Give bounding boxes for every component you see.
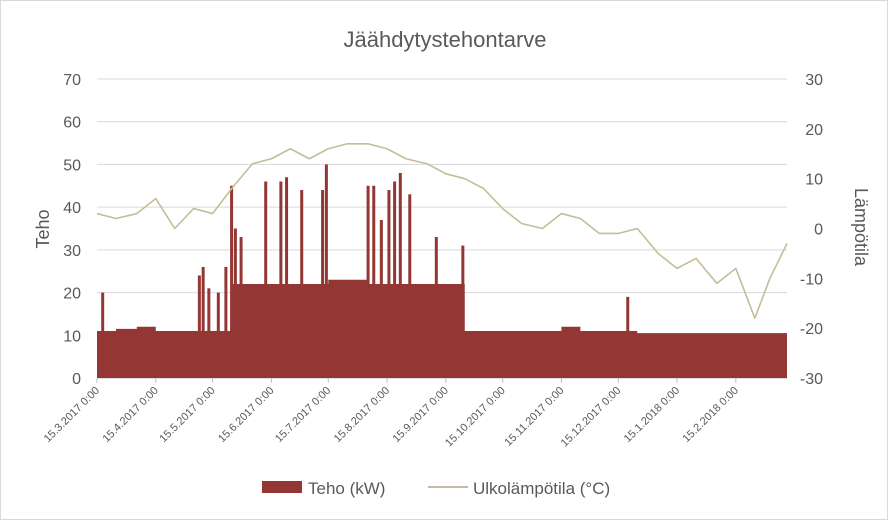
y-tick-label: 0 xyxy=(72,371,81,388)
y2-tick-label: -10 xyxy=(800,271,823,288)
teho-spike xyxy=(224,266,228,378)
teho-spike xyxy=(408,194,412,378)
teho-spike xyxy=(398,172,402,378)
y-tick-label: 60 xyxy=(63,115,81,132)
x-tick-label: 15.10.2017 0:00 xyxy=(443,385,508,450)
teho-spike xyxy=(197,275,201,378)
x-tick-label: 15.2.2018 0:00 xyxy=(681,385,741,445)
temperature-line xyxy=(96,142,788,320)
teho-area xyxy=(97,279,787,378)
temperature-series-line xyxy=(96,142,788,320)
teho-spike xyxy=(101,292,105,378)
legend-swatch-teho xyxy=(262,481,302,493)
y2-tick-label: -30 xyxy=(800,371,823,388)
teho-spike xyxy=(230,185,234,378)
y2-tick-label: 0 xyxy=(814,222,823,239)
teho-bars xyxy=(97,164,787,378)
x-tick-label: 15.5.2017 0:00 xyxy=(157,385,217,445)
y-tick-label: 30 xyxy=(63,243,81,260)
right-axis-title: Lämpötila xyxy=(851,188,871,267)
x-tick-label: 15.3.2017 0:00 xyxy=(42,385,102,445)
chart-title: Jäähdytystehontarve xyxy=(343,27,546,52)
y2-tick-label: 20 xyxy=(805,122,823,139)
legend: Teho (kW) Ulkolämpötila (°C) xyxy=(262,479,610,498)
teho-spike xyxy=(207,288,211,378)
y-tick-label: 10 xyxy=(63,328,81,345)
teho-spike xyxy=(201,266,205,378)
teho-spike xyxy=(372,185,376,378)
teho-spike xyxy=(239,237,243,378)
legend-label-teho: Teho (kW) xyxy=(308,479,385,498)
right-axis-ticks: -30 -20 -10 0 10 20 30 xyxy=(800,72,823,388)
teho-spike xyxy=(461,245,465,378)
teho-spike xyxy=(434,237,438,378)
teho-spike xyxy=(321,190,325,378)
x-tick-label: 15.1.2018 0:00 xyxy=(622,385,682,445)
teho-spike xyxy=(216,292,220,378)
teho-spike xyxy=(285,177,289,378)
y-tick-label: 70 xyxy=(63,72,81,89)
x-tick-label: 15.12.2017 0:00 xyxy=(559,385,624,450)
teho-spike xyxy=(233,228,237,378)
teho-spike xyxy=(393,181,397,378)
left-axis-ticks: 0 10 20 30 40 50 60 70 xyxy=(63,72,81,388)
x-tick-label: 15.6.2017 0:00 xyxy=(216,385,276,445)
teho-spike xyxy=(387,190,391,378)
teho-spike xyxy=(279,181,283,378)
left-axis-title: Teho xyxy=(33,209,53,248)
y2-tick-label: 10 xyxy=(805,172,823,189)
legend-label-temperature: Ulkolämpötila (°C) xyxy=(473,479,610,498)
x-tick-label: 15.4.2017 0:00 xyxy=(100,385,160,445)
y-tick-label: 40 xyxy=(63,200,81,217)
y-tick-label: 20 xyxy=(63,286,81,303)
teho-spike xyxy=(626,296,630,378)
x-tick-label: 15.7.2017 0:00 xyxy=(273,385,333,445)
y2-tick-label: -20 xyxy=(800,321,823,338)
x-tick-label: 15.8.2017 0:00 xyxy=(332,385,392,445)
teho-spike xyxy=(264,181,268,378)
x-tick-label: 15.11.2017 0:00 xyxy=(502,385,566,449)
teho-spike xyxy=(379,219,383,378)
y-tick-label: 50 xyxy=(63,157,81,174)
teho-spike xyxy=(366,185,370,378)
y2-tick-label: 30 xyxy=(805,72,823,89)
x-tick-label: 15.9.2017 0:00 xyxy=(391,385,451,445)
teho-spike xyxy=(324,164,328,378)
teho-spike xyxy=(300,190,304,378)
